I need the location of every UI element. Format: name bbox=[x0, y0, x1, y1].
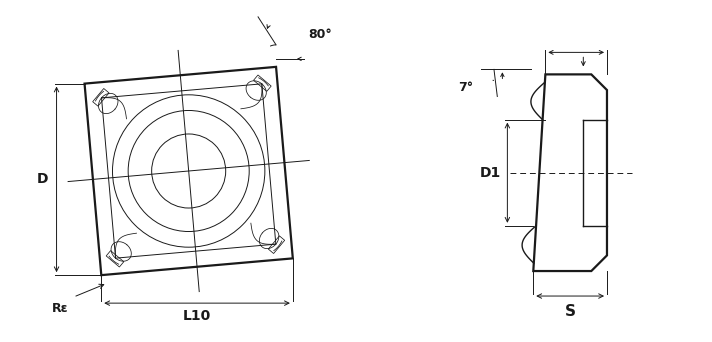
Text: 7°: 7° bbox=[459, 81, 473, 94]
Text: L10: L10 bbox=[183, 309, 211, 323]
Text: 80°: 80° bbox=[308, 28, 332, 41]
Text: S: S bbox=[565, 304, 575, 318]
Text: Rε: Rε bbox=[52, 302, 68, 315]
Text: D1: D1 bbox=[480, 166, 501, 180]
Text: D: D bbox=[37, 172, 48, 186]
